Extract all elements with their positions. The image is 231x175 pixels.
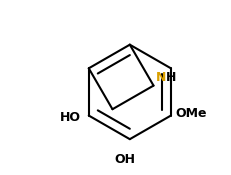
Text: OMe: OMe (176, 107, 207, 120)
Text: OH: OH (114, 153, 135, 166)
Text: N: N (155, 71, 166, 84)
Text: HO: HO (60, 111, 81, 124)
Text: H: H (165, 71, 176, 84)
